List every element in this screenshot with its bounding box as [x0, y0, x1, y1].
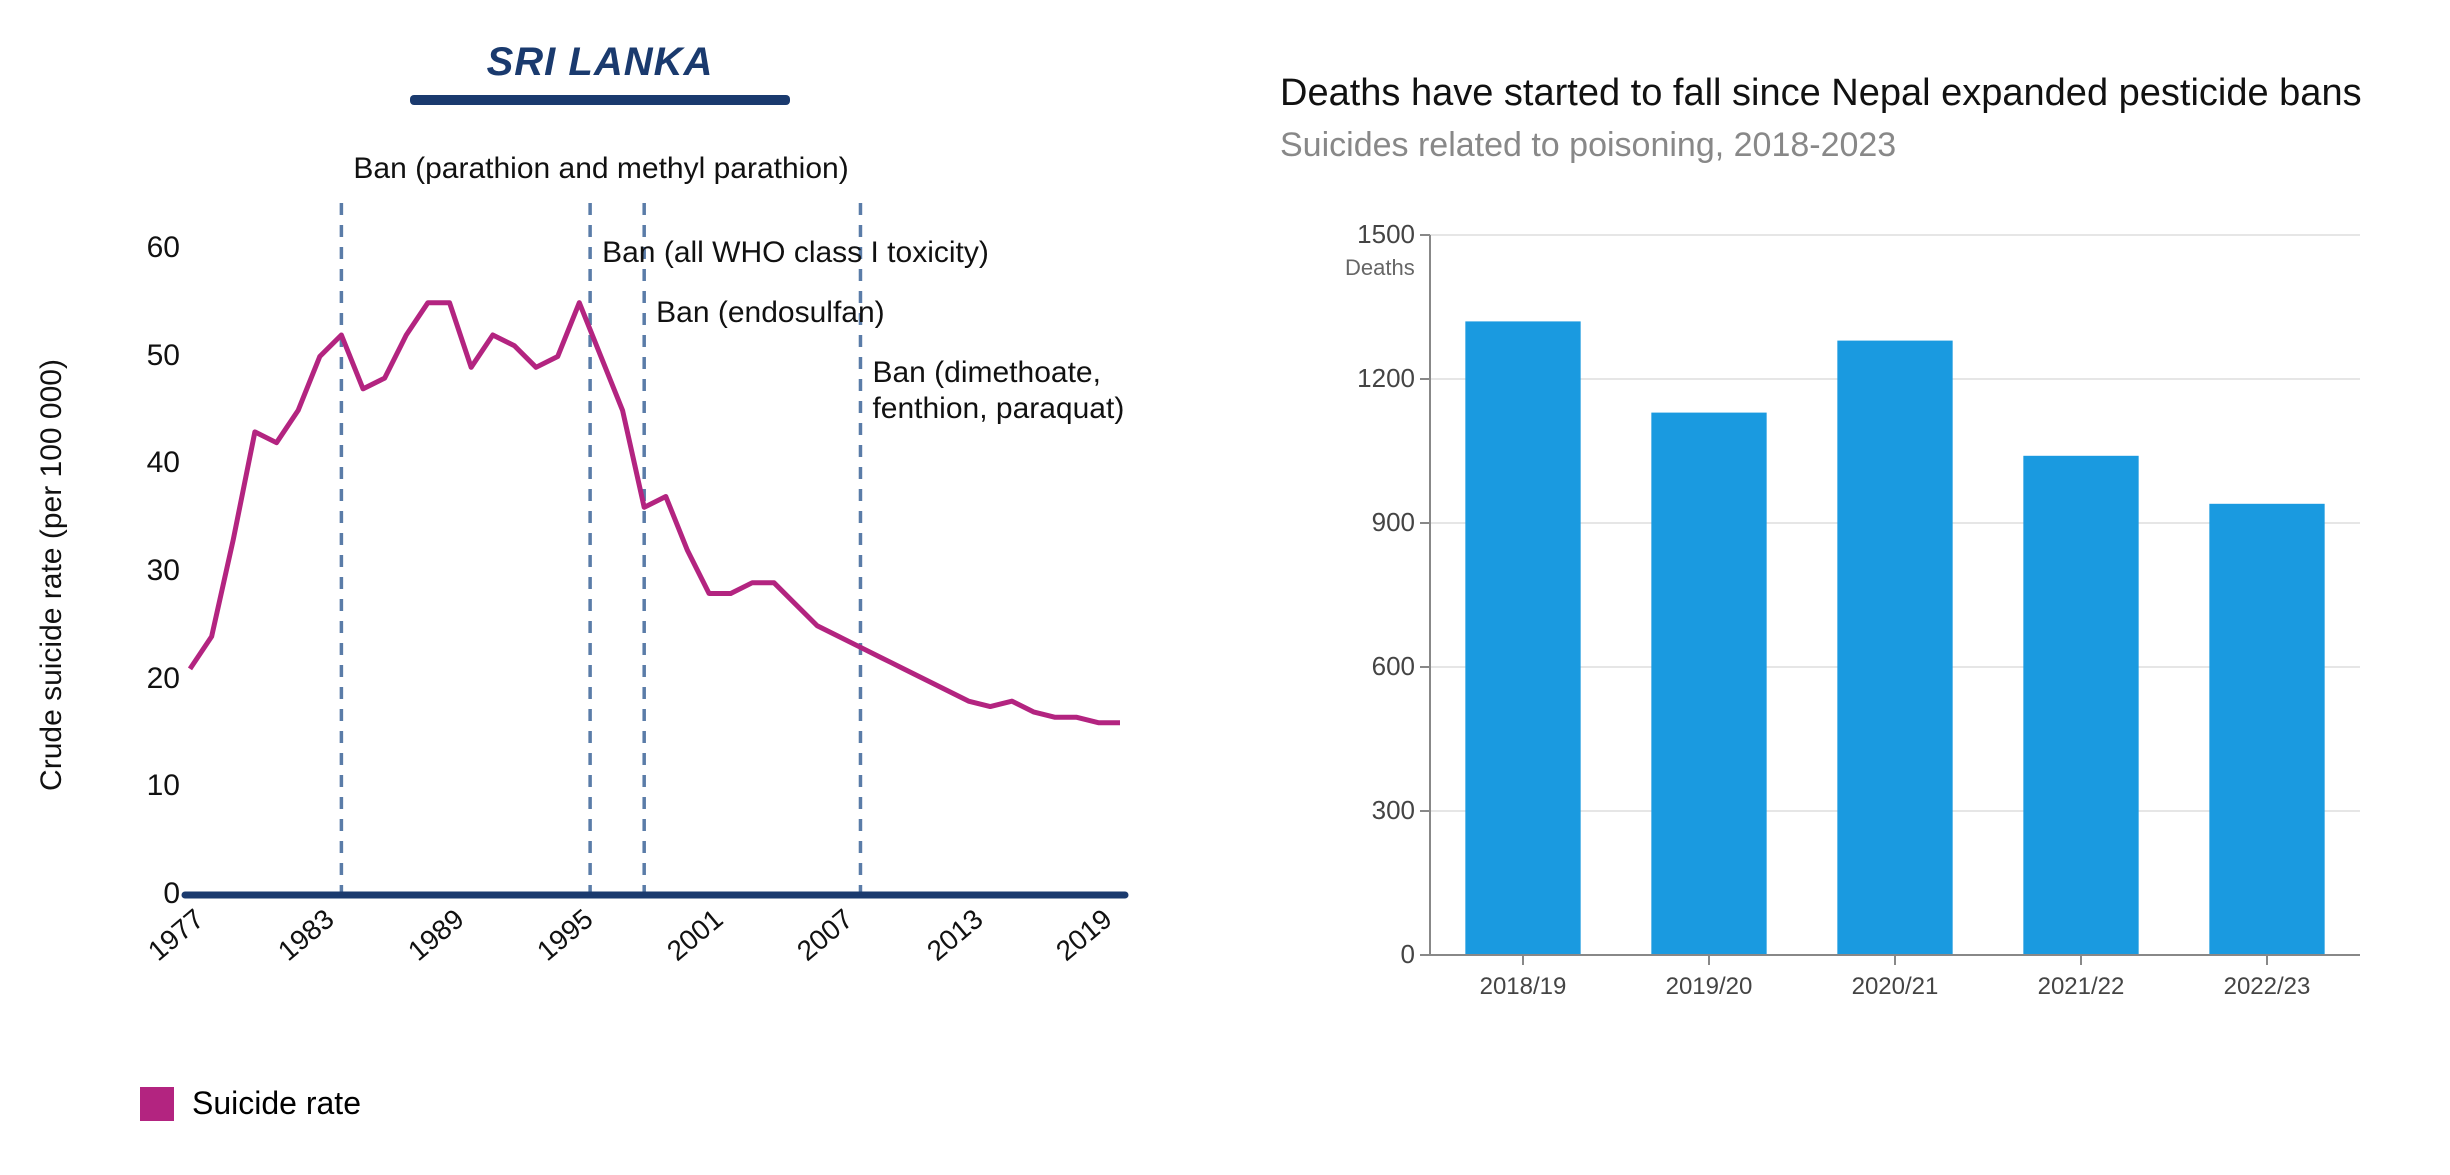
y-tick-label: 0 [1345, 939, 1415, 970]
bar [1837, 340, 1952, 954]
bar [1651, 412, 1766, 954]
sri-lanka-title: SRI LANKA [60, 40, 1140, 85]
y-tick-label: 50 [130, 339, 180, 373]
legend-swatch [140, 1087, 174, 1121]
title-underline [410, 95, 790, 105]
nepal-title: Deaths have started to fall since Nepal … [1280, 70, 2380, 118]
x-tick-label: 2021/22 [2011, 973, 2151, 1001]
legend-label: Suicide rate [192, 1085, 361, 1122]
line-chart-svg [80, 165, 1160, 985]
x-tick-label: 2018/19 [1453, 973, 1593, 1001]
nepal-panel: Deaths have started to fall since Nepal … [1200, 0, 2450, 1175]
bar [2023, 455, 2138, 954]
y-tick-label: 900 [1345, 507, 1415, 538]
bar [1465, 321, 1580, 955]
y-tick-label: 1200 [1345, 363, 1415, 394]
sri-lanka-panel: SRI LANKA Crude suicide rate (per 100 00… [0, 0, 1200, 1175]
x-tick-label: 2019/20 [1639, 973, 1779, 1001]
nepal-chart: 0 300 600 900 1200 1500 2018/19 2019/20 2020/21 2… [1320, 205, 2380, 1025]
annotation-label: Ban (parathion and methyl parathion) [353, 151, 848, 187]
sri-lanka-chart: Crude suicide rate (per 100 000) 0102030… [80, 165, 1160, 985]
y-axis-label: Crude suicide rate (per 100 000) [35, 359, 69, 791]
annotation-label: Ban (dimethoate,fenthion, paraquat) [872, 355, 1124, 427]
y-tick-label: 1500 [1345, 219, 1415, 250]
y-tick-label: 60 [130, 231, 180, 265]
x-tick-label: 2022/23 [2197, 973, 2337, 1001]
bar-chart-svg [1320, 205, 2380, 1025]
annotation-label: Ban (all WHO class I toxicity) [602, 235, 989, 271]
y-tick-label: 600 [1345, 651, 1415, 682]
bar [2209, 503, 2324, 954]
annotation-label: Ban (endosulfan) [656, 295, 885, 331]
y-tick-label: 10 [130, 769, 180, 803]
y-tick-label: 40 [130, 446, 180, 480]
y-axis-units-label: Deaths [1345, 255, 1415, 281]
legend: Suicide rate [140, 1085, 1140, 1122]
y-tick-label: 300 [1345, 795, 1415, 826]
nepal-subtitle: Suicides related to poisoning, 2018-2023 [1280, 126, 2380, 165]
y-tick-label: 20 [130, 662, 180, 696]
y-tick-label: 0 [130, 877, 180, 911]
x-tick-label: 2020/21 [1825, 973, 1965, 1001]
y-tick-label: 30 [130, 554, 180, 588]
